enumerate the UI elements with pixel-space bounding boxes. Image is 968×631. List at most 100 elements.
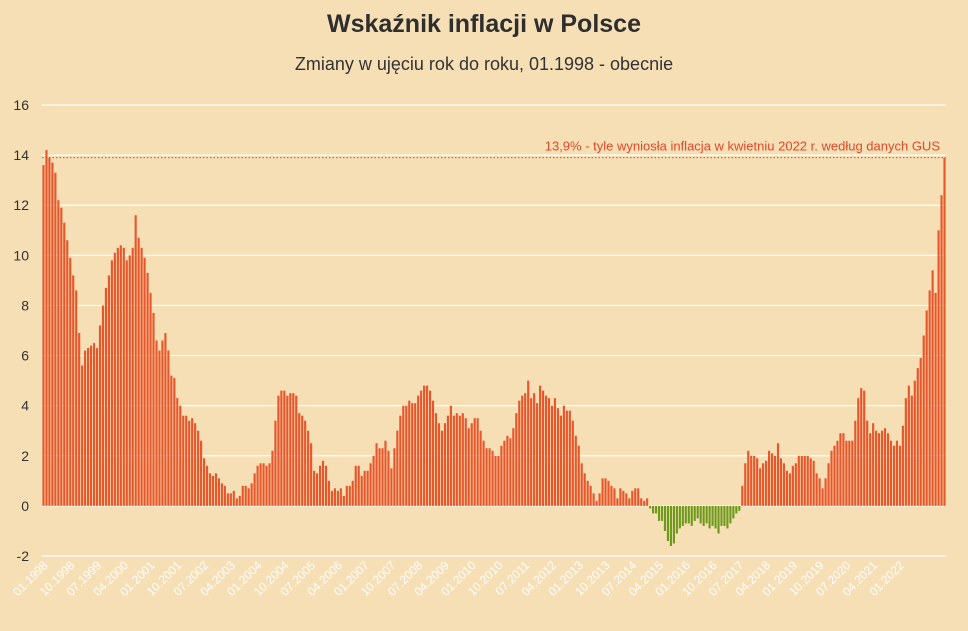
bar (539, 385, 542, 506)
bar (699, 505, 702, 524)
bar (149, 292, 152, 506)
bar (140, 247, 143, 506)
bar (101, 305, 105, 506)
bar (310, 443, 313, 506)
bar (200, 440, 203, 506)
bar (681, 505, 684, 526)
bar (583, 473, 586, 506)
bar (883, 428, 887, 506)
bar (429, 390, 432, 506)
bar (895, 440, 898, 506)
bar (84, 350, 87, 506)
bar (173, 378, 176, 506)
bar (696, 505, 699, 519)
bar (247, 488, 250, 506)
bar (815, 473, 818, 506)
y-tick-label: 6 (21, 348, 29, 364)
bar (687, 505, 690, 524)
bar (613, 488, 616, 506)
bar (137, 237, 140, 506)
bar (420, 390, 423, 506)
bar (776, 443, 780, 506)
bar (839, 433, 842, 506)
bar (524, 393, 527, 506)
bar (298, 413, 301, 506)
bar (729, 505, 732, 524)
bar (640, 498, 643, 506)
bar (842, 433, 845, 506)
bar (934, 292, 937, 506)
bar (265, 465, 268, 506)
bar (92, 343, 96, 506)
bar (818, 478, 821, 506)
bar (803, 455, 806, 506)
bar (726, 505, 729, 529)
bar (449, 405, 452, 506)
bar (78, 333, 81, 506)
bar (375, 443, 378, 506)
bar (690, 505, 693, 526)
bar (134, 215, 137, 506)
bar (773, 455, 777, 506)
bar (848, 440, 851, 506)
bar (747, 450, 750, 506)
bar (381, 448, 384, 506)
bar (800, 455, 803, 506)
x-axis: 01.199810.199807.199904.200001.200110.20… (10, 558, 907, 599)
bar (188, 420, 191, 506)
bar (637, 488, 640, 506)
bar (369, 463, 372, 506)
bar (191, 418, 194, 506)
bar (330, 490, 333, 506)
bar (405, 405, 408, 506)
bar (574, 435, 577, 506)
bar (402, 405, 405, 506)
bar (503, 440, 506, 506)
bar (663, 505, 667, 531)
bar (634, 488, 637, 506)
bars (42, 150, 946, 546)
bar (824, 478, 827, 506)
bar (860, 388, 863, 506)
bar (866, 420, 869, 506)
bar (708, 505, 711, 529)
bar (806, 455, 809, 506)
bar (158, 350, 161, 506)
bar (515, 413, 518, 506)
bar (544, 395, 548, 506)
bar (509, 438, 512, 506)
bar (619, 488, 622, 506)
bar (693, 505, 696, 521)
y-tick-label: 10 (13, 247, 29, 263)
bar (536, 403, 539, 506)
bar (553, 398, 557, 506)
bar (176, 398, 179, 506)
bar (907, 385, 910, 506)
bar (577, 445, 580, 506)
bar (589, 485, 592, 506)
bar (152, 312, 155, 506)
bar (622, 490, 625, 506)
bar (518, 400, 521, 506)
bar (875, 430, 878, 506)
bar (87, 348, 90, 506)
bar (649, 505, 652, 509)
bar (354, 465, 357, 506)
bar (316, 473, 319, 506)
bar (881, 430, 884, 506)
bar (324, 465, 328, 506)
bar (657, 505, 661, 521)
reference-line: 13,9% - tyle wyniosła inflacja w kwietni… (42, 139, 946, 159)
bar (565, 410, 568, 506)
bar (643, 500, 646, 506)
bar (765, 460, 768, 506)
bar (482, 440, 485, 506)
bar (913, 380, 916, 506)
bar (203, 458, 206, 506)
bar (809, 458, 812, 506)
bar (414, 403, 417, 506)
bar (333, 488, 336, 506)
bar (345, 485, 348, 506)
bar (788, 473, 791, 506)
bar (476, 418, 479, 506)
